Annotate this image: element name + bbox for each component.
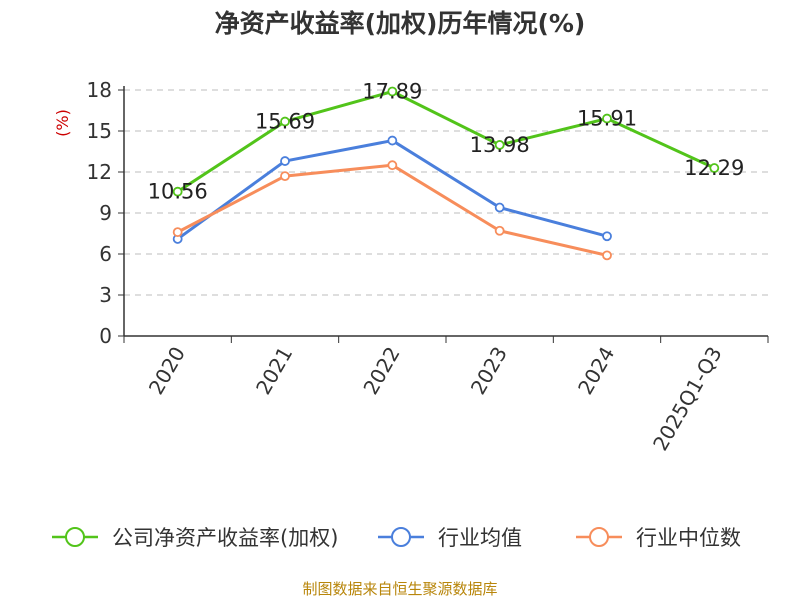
series-line: [176, 163, 608, 257]
y-tick-label: 18: [87, 78, 112, 102]
data-point: [602, 231, 612, 242]
data-label: 13.98: [470, 133, 530, 157]
data-point: [494, 202, 505, 213]
legend-label: 公司净资产收益率(加权): [112, 526, 338, 550]
data-label: 12.29: [684, 156, 744, 180]
data-source-note: 制图数据来自恒生聚源数据库: [302, 580, 498, 598]
data-point: [602, 113, 612, 124]
y-tick-label: 12: [87, 160, 112, 184]
chart-title: 净资产收益率(加权)历年情况(%): [214, 9, 586, 38]
data-point: [602, 250, 612, 261]
data-point: [172, 227, 183, 238]
legend-marker: [65, 527, 85, 547]
data-point: [280, 156, 290, 166]
data-label: 15.91: [577, 107, 637, 131]
y-tick-label: 15: [87, 119, 112, 143]
data-point: [387, 160, 398, 171]
data-label: 15.69: [255, 110, 315, 134]
data-label: 10.56: [148, 180, 208, 204]
data-point: [280, 116, 290, 127]
y-tick-label: 0: [99, 324, 112, 348]
data-point: [387, 86, 398, 97]
y-tick-label: 3: [99, 283, 112, 307]
series-line: [176, 90, 715, 193]
x-tick-label: 2021: [251, 343, 297, 399]
legend-label: 行业均值: [438, 526, 522, 550]
data-point: [387, 135, 398, 146]
x-tick-label: 2025Q1-Q3: [648, 343, 727, 455]
data-point: [494, 225, 505, 236]
legend-marker: [391, 527, 411, 547]
x-tick-label: 2023: [466, 342, 512, 398]
y-tick-label: 6: [99, 242, 112, 266]
x-tick-label: 2022: [358, 343, 404, 399]
data-point: [709, 163, 720, 173]
data-point: [172, 186, 183, 197]
x-tick-label: 2020: [144, 343, 190, 399]
y-axis-label: (%): [53, 109, 72, 137]
series-line: [176, 139, 608, 241]
legend-label: 行业中位数: [636, 526, 741, 550]
y-tick-label: 9: [99, 201, 112, 225]
data-label: 17.89: [362, 80, 422, 104]
x-tick-label: 2024: [573, 343, 619, 399]
data-point: [280, 171, 290, 182]
legend-marker: [589, 527, 609, 547]
data-point: [494, 140, 505, 150]
